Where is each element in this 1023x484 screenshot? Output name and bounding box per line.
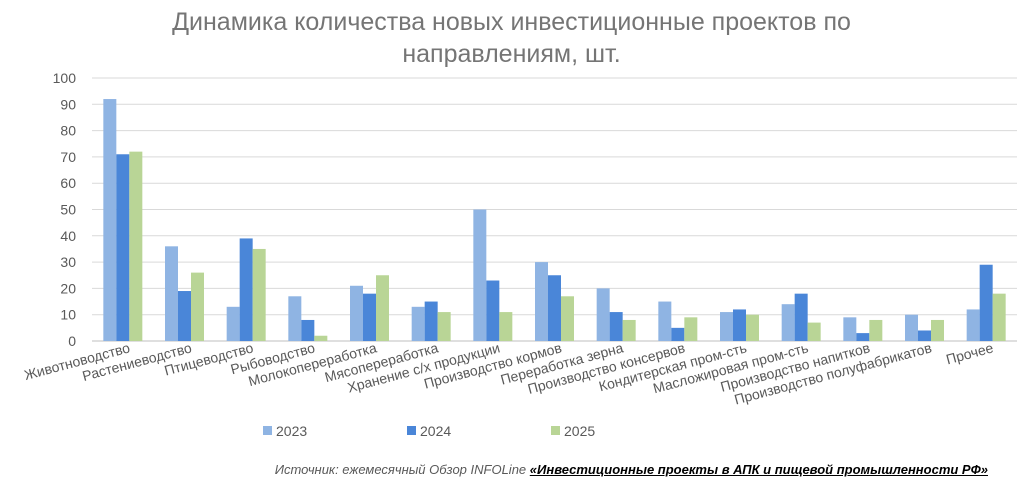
chart-title-line-2: направлениям, шт. (402, 40, 621, 68)
bar-2024 (794, 293, 808, 341)
y-tick-label: 80 (60, 123, 76, 139)
bar-2023 (781, 304, 795, 341)
bar-2024 (979, 264, 993, 341)
bar-2024 (548, 275, 561, 341)
bar-2023 (596, 288, 610, 341)
bar-2023 (165, 246, 178, 341)
bar-2024 (301, 319, 315, 341)
legend-label: 2025 (564, 423, 595, 439)
legend-label: 2024 (420, 423, 451, 439)
y-tick-label: 60 (60, 175, 76, 191)
bar-2024 (116, 154, 130, 341)
y-tick-label: 40 (60, 228, 76, 244)
legend-swatch-2024 (407, 426, 416, 435)
y-tick-label: 0 (68, 333, 76, 349)
bar-2024 (486, 280, 500, 341)
bar-2025 (622, 319, 636, 341)
y-tick-label: 30 (60, 254, 76, 270)
bar-2025 (191, 272, 204, 341)
bar-2024 (671, 327, 685, 341)
y-tick-label: 10 (60, 307, 76, 323)
chart-title-line-1: Динамика количества новых инвестиционные… (172, 8, 851, 36)
y-tick-label: 70 (60, 149, 76, 165)
source-prefix: Источник: ежемесячный Обзор INFOLine (274, 462, 530, 477)
bar-2023 (843, 317, 857, 341)
legend-swatch-2025 (551, 426, 560, 435)
bar-2023 (411, 306, 425, 341)
source-link[interactable]: «Инвестиционные проекты в АПК и пищевой … (529, 462, 988, 477)
bar-2024 (424, 301, 438, 341)
chart-title: Динамика количества новых инвестиционные… (0, 6, 1023, 70)
bar-2025 (561, 296, 574, 341)
bar-2025 (437, 312, 451, 341)
bar-2023 (966, 309, 980, 341)
y-tick-label: 50 (60, 202, 76, 218)
y-tick-label: 90 (60, 96, 76, 112)
bar-2024 (918, 330, 931, 341)
bar-2025 (252, 248, 266, 341)
bar-2023 (720, 312, 733, 341)
legend-label: 2023 (276, 423, 307, 439)
bar-2025 (684, 317, 698, 341)
bar-2023 (226, 306, 240, 341)
bar-2025 (931, 319, 944, 341)
bar-2023 (103, 99, 117, 341)
bar-2024 (609, 312, 623, 341)
bar-2025 (499, 312, 513, 341)
bar-2025 (869, 319, 883, 341)
bar-2023 (473, 209, 487, 341)
bar-2024 (733, 309, 746, 341)
bar-2024 (363, 293, 376, 341)
bar-2025 (314, 335, 328, 341)
bar-2024 (856, 333, 870, 341)
bar-2023 (350, 285, 363, 341)
bar-2023 (905, 314, 918, 341)
bar-2024 (178, 291, 191, 341)
bar-2025 (992, 293, 1006, 341)
bar-2025 (746, 314, 759, 341)
y-tick-label: 100 (53, 70, 77, 86)
bar-2024 (239, 238, 253, 341)
bar-2023 (658, 301, 672, 341)
source-note: Источник: ежемесячный Обзор INFOLine «Ин… (275, 462, 988, 477)
bar-2023 (288, 296, 302, 341)
bar-2023 (535, 262, 548, 341)
bar-2025 (376, 275, 389, 341)
x-tick-label: Прочее (944, 339, 995, 367)
bar-2025 (129, 151, 143, 341)
bar-2025 (807, 322, 821, 341)
legend-swatch-2023 (263, 426, 272, 435)
y-tick-label: 20 (60, 280, 76, 296)
